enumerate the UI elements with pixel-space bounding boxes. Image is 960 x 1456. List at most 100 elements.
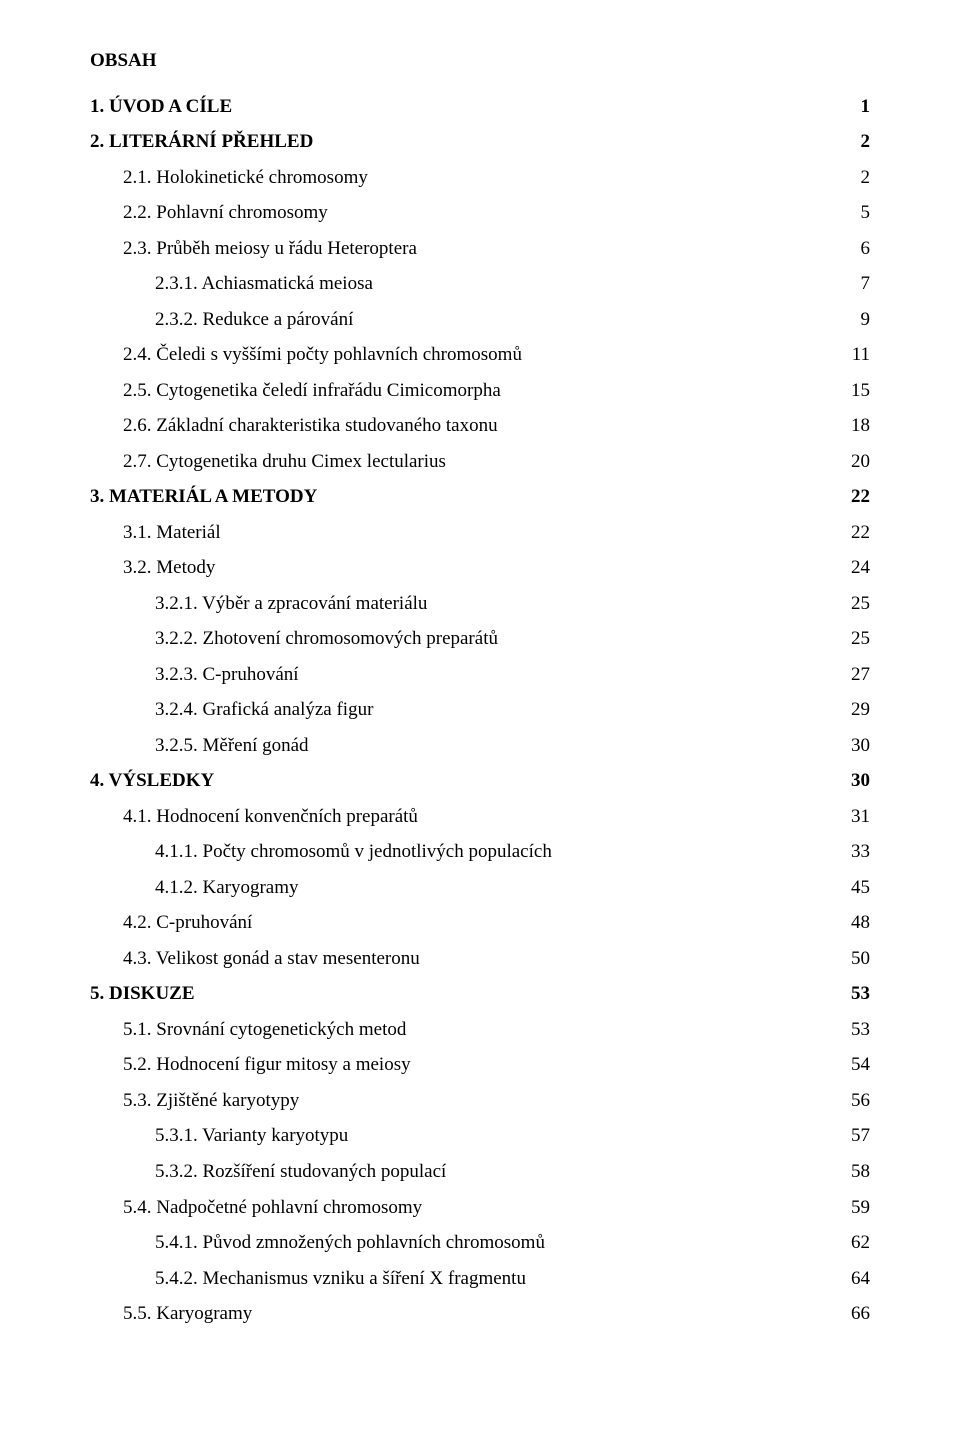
toc-entry-label: 2.6. Základní charakteristika studovanéh… (123, 408, 498, 444)
toc-entry-page: 54 (848, 1047, 870, 1083)
toc-entry-page: 53 (848, 1012, 870, 1048)
toc-entry-page: 24 (848, 550, 870, 586)
toc-entry-label: 3.2.5. Měření gonád (155, 728, 309, 764)
toc-entry-label: 5.4.1. Původ zmnožených pohlavních chrom… (155, 1225, 545, 1261)
toc-entry-label: 5.4. Nadpočetné pohlavní chromosomy (123, 1190, 422, 1226)
toc-entry-label: 5.1. Srovnání cytogenetických metod (123, 1012, 406, 1048)
toc-entry-label: 2.2. Pohlavní chromosomy (123, 195, 328, 231)
toc-entry: 2.3. Průběh meiosy u řádu Heteroptera6 (90, 231, 870, 267)
toc-entry-label: 4.1.2. Karyogramy (155, 870, 299, 906)
toc-entry-label: 5.3. Zjištěné karyotypy (123, 1083, 299, 1119)
toc-entry-page: 25 (848, 621, 870, 657)
toc-entry-page: 9 (848, 302, 870, 338)
toc-entry: 4.1.2. Karyogramy 45 (90, 870, 870, 906)
toc-entry: 3.2.5. Měření gonád 30 (90, 728, 870, 764)
toc-entry-label: 5.5. Karyogramy (123, 1296, 252, 1332)
toc-entry: 3.2.4. Grafická analýza figur 29 (90, 692, 870, 728)
toc-entry: 3.2.3. C-pruhování 27 (90, 657, 870, 693)
toc-entry: 3. MATERIÁL A METODY 22 (90, 479, 870, 515)
toc-entry-label: 2.1. Holokinetické chromosomy (123, 160, 368, 196)
toc-entry-label: 3. MATERIÁL A METODY (90, 479, 317, 515)
toc-entry: 4.1.1. Počty chromosomů v jednotlivých p… (90, 834, 870, 870)
toc-entry: 5.2. Hodnocení figur mitosy a meiosy 54 (90, 1047, 870, 1083)
toc-entry: 2.3.1. Achiasmatická meiosa 7 (90, 266, 870, 302)
toc-entry-page: 7 (848, 266, 870, 302)
toc-entry: 4. VÝSLEDKY 30 (90, 763, 870, 799)
toc-entry: 4.3. Velikost gonád a stav mesenteronu 50 (90, 941, 870, 977)
toc-entry: 3.2.2. Zhotovení chromosomových preparát… (90, 621, 870, 657)
toc-entry: 2.7. Cytogenetika druhu Cimex lectulariu… (90, 444, 870, 480)
toc-entry-label: 3.1. Materiál (123, 515, 221, 551)
toc-entry-label: 5.3.1. Varianty karyotypu (155, 1118, 348, 1154)
toc-entry: 5.1. Srovnání cytogenetických metod 53 (90, 1012, 870, 1048)
toc-entry-label: 3.2.3. C-pruhování (155, 657, 299, 693)
toc-entry-page: 30 (848, 728, 870, 764)
toc-entry-page: 22 (848, 479, 870, 515)
toc-entry-page: 6 (848, 231, 870, 267)
toc-entry: 5. DISKUZE 53 (90, 976, 870, 1012)
toc-entry-page: 30 (848, 763, 870, 799)
toc-entry: 4.1. Hodnocení konvenčních preparátů31 (90, 799, 870, 835)
toc-entry-page: 58 (848, 1154, 870, 1190)
toc-entry: 2.3.2. Redukce a párování 9 (90, 302, 870, 338)
toc-entry: 4.2. C-pruhování 48 (90, 905, 870, 941)
toc-entry-page: 50 (848, 941, 870, 977)
toc-entry-label: 2.7. Cytogenetika druhu Cimex lectulariu… (123, 444, 446, 480)
toc-entry-page: 33 (848, 834, 870, 870)
toc-entry-page: 66 (848, 1296, 870, 1332)
toc-entry-label: 3.2.2. Zhotovení chromosomových preparát… (155, 621, 498, 657)
toc-entry: 2.6. Základní charakteristika studovanéh… (90, 408, 870, 444)
toc-entry: 2. LITERÁRNÍ PŘEHLED2 (90, 124, 870, 160)
toc-entry-page: 2 (848, 160, 870, 196)
toc-entry-page: 27 (848, 657, 870, 693)
toc-entry-page: 64 (848, 1261, 870, 1297)
toc-entry: 5.3.2. Rozšíření studovaných populací 58 (90, 1154, 870, 1190)
toc-entry-label: 5. DISKUZE (90, 976, 195, 1012)
toc-entry-page: 53 (848, 976, 870, 1012)
toc-entry-label: 2.3.2. Redukce a párování (155, 302, 353, 338)
toc-entry-page: 56 (848, 1083, 870, 1119)
toc-entry-label: 4.2. C-pruhování (123, 905, 252, 941)
toc-entry-page: 20 (848, 444, 870, 480)
toc-entry-page: 57 (848, 1118, 870, 1154)
toc-entry-page: 5 (848, 195, 870, 231)
toc-entry-page: 45 (848, 870, 870, 906)
toc-entry-label: 2.4. Čeledi s vyššími počty pohlavních c… (123, 337, 522, 373)
toc-entry-label: 5.4.2. Mechanismus vzniku a šíření X fra… (155, 1261, 526, 1297)
toc-entry-label: 2. LITERÁRNÍ PŘEHLED (90, 124, 313, 160)
toc-entry-page: 22 (848, 515, 870, 551)
toc-entry: 5.4.1. Původ zmnožených pohlavních chrom… (90, 1225, 870, 1261)
toc-entry: 3.2. Metody 24 (90, 550, 870, 586)
toc-entry-page: 59 (848, 1190, 870, 1226)
toc-entry-page: 15 (848, 373, 870, 409)
toc-entry-label: 4. VÝSLEDKY (90, 763, 214, 799)
toc-entry-label: 3.2.1. Výběr a zpracování materiálu (155, 586, 427, 622)
toc-entry: 5.4. Nadpočetné pohlavní chromosomy 59 (90, 1190, 870, 1226)
toc-heading: OBSAH (90, 43, 870, 79)
toc-entry: 5.3. Zjištěné karyotypy 56 (90, 1083, 870, 1119)
toc-entry-page: 48 (848, 905, 870, 941)
toc-entry: 5.3.1. Varianty karyotypu 57 (90, 1118, 870, 1154)
toc-entry-page: 1 (848, 89, 870, 125)
toc-entry: 2.4. Čeledi s vyššími počty pohlavních c… (90, 337, 870, 373)
toc-entry-label: 4.3. Velikost gonád a stav mesenteronu (123, 941, 420, 977)
toc-entry-label: 1. ÚVOD A CÍLE (90, 89, 232, 125)
toc-entry-label: 3.2.4. Grafická analýza figur (155, 692, 373, 728)
toc-entry-page: 25 (848, 586, 870, 622)
toc-entry: 5.5. Karyogramy 66 (90, 1296, 870, 1332)
toc-entry-page: 62 (848, 1225, 870, 1261)
toc-entry-label: 5.2. Hodnocení figur mitosy a meiosy (123, 1047, 411, 1083)
toc-entry: 2.1. Holokinetické chromosomy 2 (90, 160, 870, 196)
toc-container: 1. ÚVOD A CÍLE12. LITERÁRNÍ PŘEHLED22.1.… (90, 89, 870, 1332)
toc-entry: 1. ÚVOD A CÍLE 1 (90, 89, 870, 125)
toc-entry-page: 18 (848, 408, 870, 444)
toc-entry-label: 4.1.1. Počty chromosomů v jednotlivých p… (155, 834, 552, 870)
toc-entry-page: 31 (848, 799, 870, 835)
toc-entry: 3.2.1. Výběr a zpracování materiálu 25 (90, 586, 870, 622)
toc-entry-label: 3.2. Metody (123, 550, 215, 586)
toc-entry-page: 11 (848, 337, 870, 373)
toc-entry-page: 29 (848, 692, 870, 728)
toc-entry-label: 5.3.2. Rozšíření studovaných populací (155, 1154, 446, 1190)
toc-entry: 3.1. Materiál 22 (90, 515, 870, 551)
toc-entry-label: 2.3.1. Achiasmatická meiosa (155, 266, 373, 302)
